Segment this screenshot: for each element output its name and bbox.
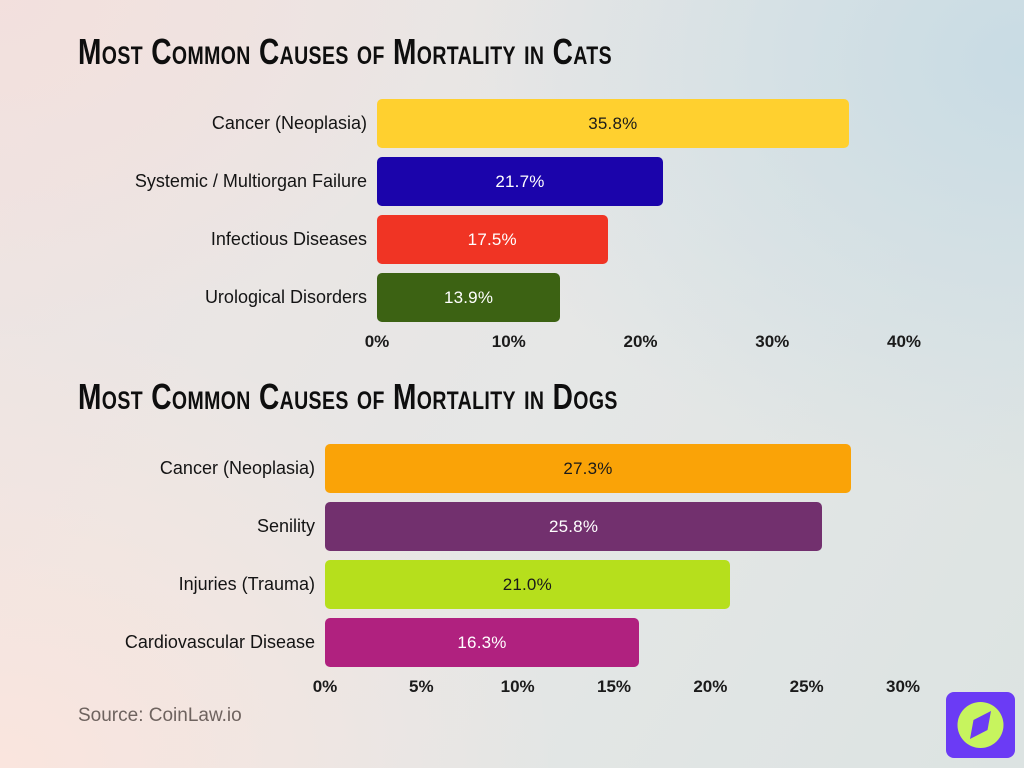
category-label: Urological Disorders bbox=[204, 287, 367, 307]
coinlaw-logo bbox=[946, 692, 1015, 758]
bar: 25.8% bbox=[325, 502, 823, 551]
bar-track: 13.9% bbox=[377, 273, 904, 322]
bar-row: Urological Disorders 13.9% bbox=[78, 273, 904, 322]
dogs-bar-rows: Cancer (Neoplasia) 27.3% Senility 25.8% Inju… bbox=[78, 444, 903, 667]
category-label: Injuries (Trauma) bbox=[178, 574, 315, 594]
category-label: Cancer (Neoplasia) bbox=[211, 113, 367, 133]
bar: 27.3% bbox=[325, 444, 851, 493]
bar-track: 21.0% bbox=[325, 560, 903, 609]
bar-track: 21.7% bbox=[377, 157, 904, 206]
bar-track: 27.3% bbox=[325, 444, 903, 493]
cats-mortality-chart: Most Common Causes of Mortality in Cats … bbox=[78, 30, 921, 354]
cats-bar-rows: Cancer (Neoplasia) 35.8% Systemic / Multio… bbox=[78, 99, 904, 322]
bar-value-label: 16.3% bbox=[457, 632, 507, 652]
x-axis-tick-label: 25% bbox=[789, 677, 824, 696]
x-axis-tick-label: 30% bbox=[885, 677, 921, 696]
category-label: Cancer (Neoplasia) bbox=[159, 458, 315, 478]
cats-x-axis: 0% 10% 20% 30% 40% bbox=[365, 332, 921, 354]
bar-track: 25.8% bbox=[325, 502, 903, 551]
bar-value-label: 21.0% bbox=[502, 574, 552, 594]
bar-track: 17.5% bbox=[377, 215, 904, 264]
x-axis-tick-label: 40% bbox=[886, 332, 922, 351]
compass-icon bbox=[946, 692, 1015, 758]
bar-row: Cancer (Neoplasia) 35.8% bbox=[78, 99, 904, 148]
bar-value-label: 35.8% bbox=[588, 113, 638, 133]
bar: 21.7% bbox=[377, 157, 663, 206]
category-label: Systemic / Multiorgan Failure bbox=[134, 171, 367, 191]
x-axis-tick-label: 0% bbox=[364, 332, 390, 351]
chart-title-cats: Most Common Causes of Mortality in Cats bbox=[78, 31, 612, 72]
bar-track: 35.8% bbox=[377, 99, 904, 148]
x-axis-tick-label: 0% bbox=[312, 677, 338, 696]
category-label: Cardiovascular Disease bbox=[124, 632, 315, 652]
x-axis-tick-label: 30% bbox=[755, 332, 790, 351]
dogs-x-axis: 0% 5% 10% 15% 20% 25% 30% bbox=[313, 677, 920, 699]
bar-value-label: 13.9% bbox=[443, 287, 494, 307]
bar-value-label: 27.3% bbox=[563, 458, 613, 478]
bar: 13.9% bbox=[377, 273, 561, 322]
category-label: Senility bbox=[256, 516, 315, 536]
bar-value-label: 21.7% bbox=[495, 171, 545, 191]
bar-row: Injuries (Trauma) 21.0% bbox=[78, 560, 903, 609]
source-credit: Source: CoinLaw.io bbox=[78, 705, 242, 726]
bar: 35.8% bbox=[377, 99, 849, 148]
bar: 17.5% bbox=[377, 215, 608, 264]
category-label: Infectious Diseases bbox=[210, 229, 367, 249]
bar-row: Cancer (Neoplasia) 27.3% bbox=[78, 444, 903, 493]
x-axis-tick-label: 10% bbox=[500, 677, 535, 696]
bar-value-label: 17.5% bbox=[467, 229, 517, 249]
bar-row: Systemic / Multiorgan Failure 21.7% bbox=[78, 157, 904, 206]
bar-value-label: 25.8% bbox=[548, 516, 599, 536]
bar-row: Senility 25.8% bbox=[78, 502, 903, 551]
bar-row: Cardiovascular Disease 16.3% bbox=[78, 618, 903, 667]
bar: 16.3% bbox=[325, 618, 640, 667]
bar-row: Infectious Diseases 17.5% bbox=[78, 215, 904, 264]
x-axis-tick-label: 20% bbox=[623, 332, 658, 351]
dogs-mortality-chart: Most Common Causes of Mortality in Dogs … bbox=[78, 375, 920, 699]
x-axis-tick-label: 10% bbox=[491, 332, 526, 351]
x-axis-tick-label: 5% bbox=[409, 677, 434, 696]
bar: 21.0% bbox=[325, 560, 730, 609]
bar-track: 16.3% bbox=[325, 618, 903, 667]
x-axis-tick-label: 15% bbox=[596, 677, 632, 696]
x-axis-tick-label: 20% bbox=[693, 677, 728, 696]
chart-title-dogs: Most Common Causes of Mortality in Dogs bbox=[78, 376, 618, 417]
